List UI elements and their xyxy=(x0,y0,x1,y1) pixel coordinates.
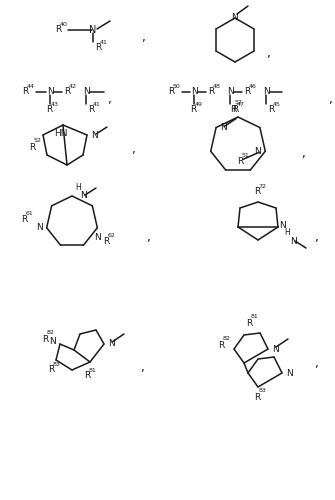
Text: 41: 41 xyxy=(99,40,108,44)
Text: 46: 46 xyxy=(249,84,256,88)
Text: R: R xyxy=(21,216,27,224)
Text: N: N xyxy=(47,88,53,96)
Text: R: R xyxy=(88,106,94,114)
Text: R: R xyxy=(64,88,70,96)
Text: N: N xyxy=(49,336,56,345)
Text: R: R xyxy=(232,106,238,114)
Text: R: R xyxy=(95,44,101,52)
Text: ,: , xyxy=(314,230,318,243)
Text: 83: 83 xyxy=(259,388,266,394)
Text: R: R xyxy=(42,334,48,344)
Text: 52: 52 xyxy=(234,100,243,105)
Text: 48: 48 xyxy=(212,84,220,88)
Text: 43: 43 xyxy=(51,102,59,106)
Text: 81: 81 xyxy=(251,314,258,320)
Text: H: H xyxy=(75,183,81,192)
Text: ,: , xyxy=(107,94,111,106)
Text: R: R xyxy=(237,156,244,166)
Text: ,: , xyxy=(141,32,145,44)
Text: R: R xyxy=(268,106,274,114)
Text: 62: 62 xyxy=(108,234,116,238)
Text: ,: , xyxy=(146,230,150,243)
Text: ,: , xyxy=(131,144,135,156)
Text: 72: 72 xyxy=(259,184,267,188)
Text: N: N xyxy=(226,88,233,96)
Text: N: N xyxy=(220,123,227,132)
Text: R: R xyxy=(46,106,52,114)
Text: 40: 40 xyxy=(60,22,67,26)
Text: ,: , xyxy=(266,48,270,60)
Text: ,: , xyxy=(314,356,318,370)
Text: R: R xyxy=(218,340,224,349)
Text: R: R xyxy=(244,88,250,96)
Text: ,: , xyxy=(140,360,144,374)
Text: ,: , xyxy=(328,94,332,106)
Text: 83: 83 xyxy=(53,362,60,366)
Text: N: N xyxy=(231,12,239,22)
Text: N: N xyxy=(83,88,89,96)
Text: 61: 61 xyxy=(25,212,33,216)
Text: N: N xyxy=(290,236,297,246)
Text: 45: 45 xyxy=(272,102,280,106)
Text: N: N xyxy=(191,88,197,96)
Text: 44: 44 xyxy=(26,84,35,88)
Text: R: R xyxy=(29,142,35,152)
Text: N: N xyxy=(286,368,293,378)
Text: R: R xyxy=(84,372,90,380)
Text: N: N xyxy=(91,130,98,140)
Text: R: R xyxy=(104,238,110,246)
Text: R: R xyxy=(246,318,252,328)
Text: 82: 82 xyxy=(222,336,230,342)
Text: ,: , xyxy=(301,146,305,160)
Text: R: R xyxy=(254,392,260,402)
Text: N: N xyxy=(89,25,97,35)
Text: N: N xyxy=(36,224,43,232)
Text: R: R xyxy=(190,106,196,114)
Text: N: N xyxy=(255,146,261,156)
Text: 41: 41 xyxy=(92,102,100,106)
Text: N: N xyxy=(263,88,269,96)
Text: 82: 82 xyxy=(47,330,54,336)
Text: R: R xyxy=(254,188,260,196)
Text: R: R xyxy=(48,366,54,374)
Text: N: N xyxy=(279,220,286,230)
Text: R: R xyxy=(55,26,61,35)
Text: R: R xyxy=(230,104,236,114)
Text: 51: 51 xyxy=(242,152,250,158)
Text: N: N xyxy=(272,344,279,354)
Text: 52: 52 xyxy=(34,138,42,143)
Text: R: R xyxy=(208,88,214,96)
Text: N: N xyxy=(94,233,101,242)
Text: N: N xyxy=(108,340,115,348)
Text: HN: HN xyxy=(54,130,68,138)
Text: 50: 50 xyxy=(173,84,180,88)
Text: 81: 81 xyxy=(88,368,96,372)
Text: H: H xyxy=(284,228,290,237)
Text: 49: 49 xyxy=(195,102,202,106)
Text: N: N xyxy=(80,192,87,200)
Text: 47: 47 xyxy=(237,102,245,106)
Text: 42: 42 xyxy=(68,84,76,88)
Text: R: R xyxy=(168,88,174,96)
Text: R: R xyxy=(22,88,28,96)
